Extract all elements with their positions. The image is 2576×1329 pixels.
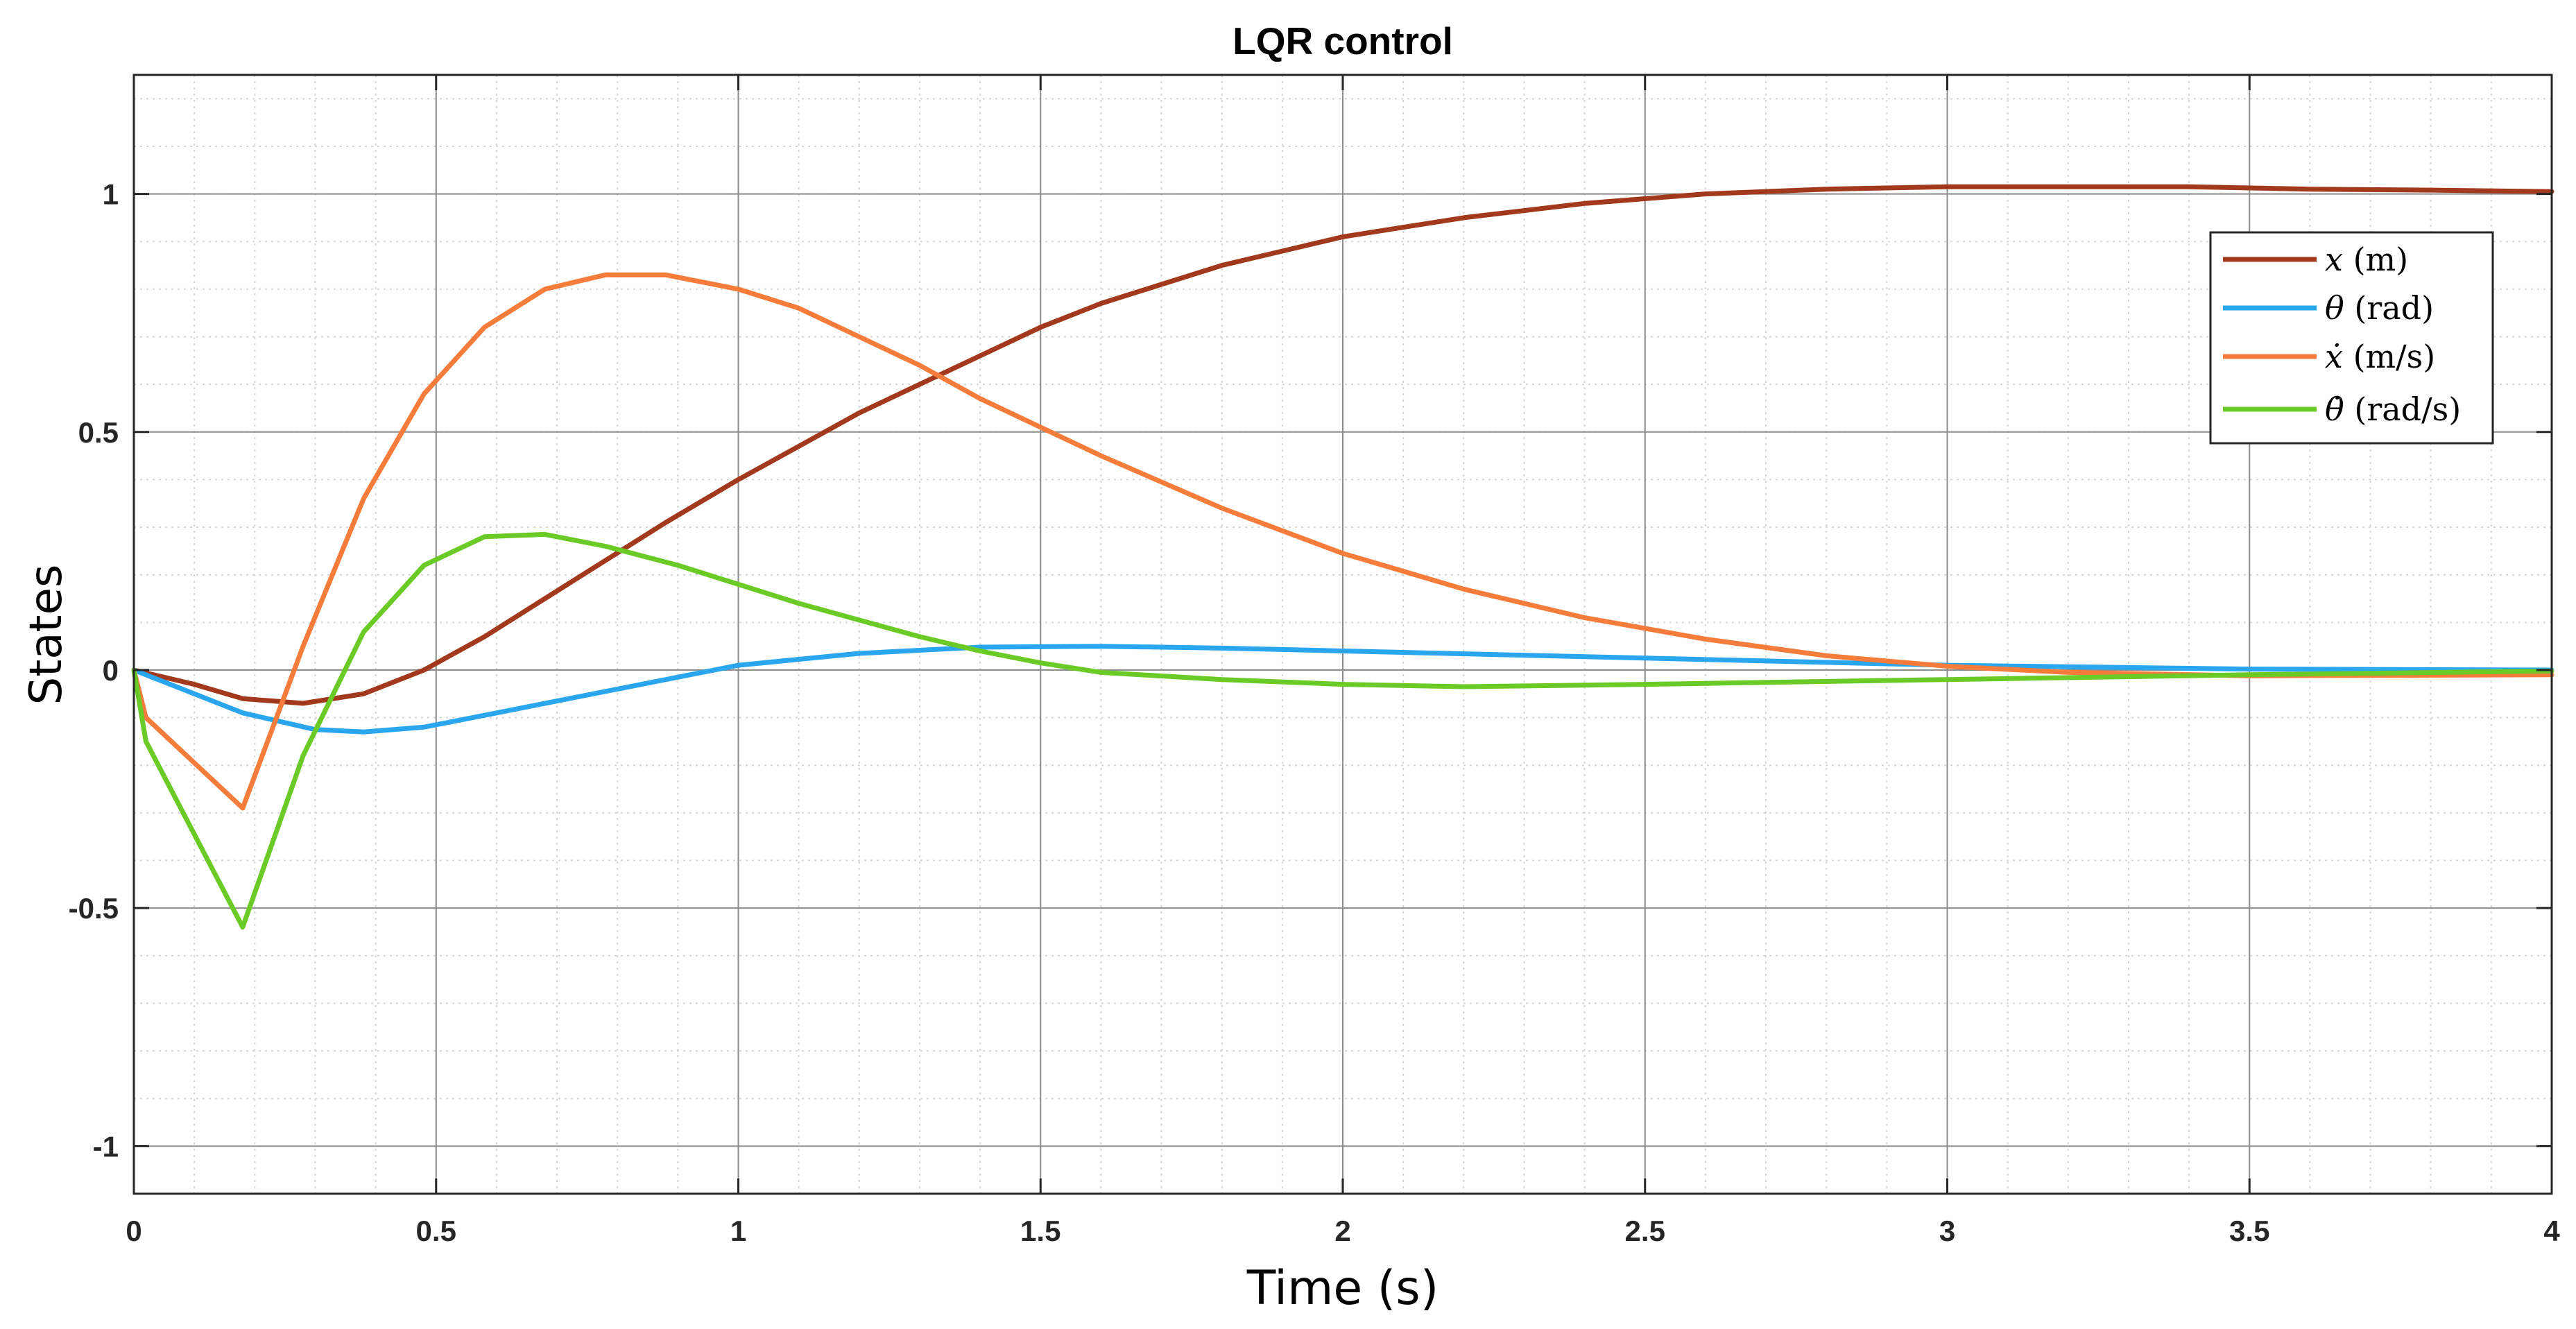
x-tick-label: 4: [2543, 1215, 2560, 1247]
series-line: [131, 184, 2554, 706]
x-tick-label: 1.5: [1020, 1215, 1061, 1247]
y-tick-label: 0: [103, 654, 119, 687]
legend-entry: θ (rad): [2325, 289, 2434, 327]
legend: x (m) θ (rad) ẋ (m/s) θ̇ (rad/s): [2209, 231, 2494, 445]
y-tick-label: -1: [93, 1130, 119, 1163]
y-tick-label: 0.5: [78, 416, 119, 449]
x-tick-label: 2.5: [1625, 1215, 1665, 1247]
series-layer: [131, 184, 2554, 930]
x-tick-label: 2: [1334, 1215, 1350, 1247]
x-tick-label: 0: [126, 1215, 141, 1247]
legend-entry: θ̇ (rad/s): [2325, 391, 2461, 428]
y-tick-label: 1: [103, 178, 119, 211]
x-tick-label: 1: [730, 1215, 746, 1247]
axis-ticks: [132, 75, 2553, 1194]
y-tick-label: -0.5: [69, 892, 119, 925]
chart-title: LQR control: [1233, 19, 1453, 62]
x-tick-label: 3: [1939, 1215, 1955, 1247]
tick-labels: 0 0.5 1 1.5 2 2.5 3 3.5 4 1 0.5 0 -0.5 -1: [69, 178, 2561, 1247]
major-grid: [133, 75, 2552, 1194]
x-tick-label: 3.5: [2229, 1215, 2269, 1247]
x-axis-label: Time (s): [1246, 1261, 1439, 1316]
series-line: [131, 272, 2554, 811]
legend-entry: ẋ (m/s): [2325, 338, 2435, 375]
series-line: [131, 531, 2554, 930]
series-line: [131, 644, 2554, 735]
y-axis-label: States: [21, 565, 72, 705]
x-tick-label: 0.5: [416, 1215, 456, 1247]
legend-entry: x (m): [2325, 241, 2408, 278]
